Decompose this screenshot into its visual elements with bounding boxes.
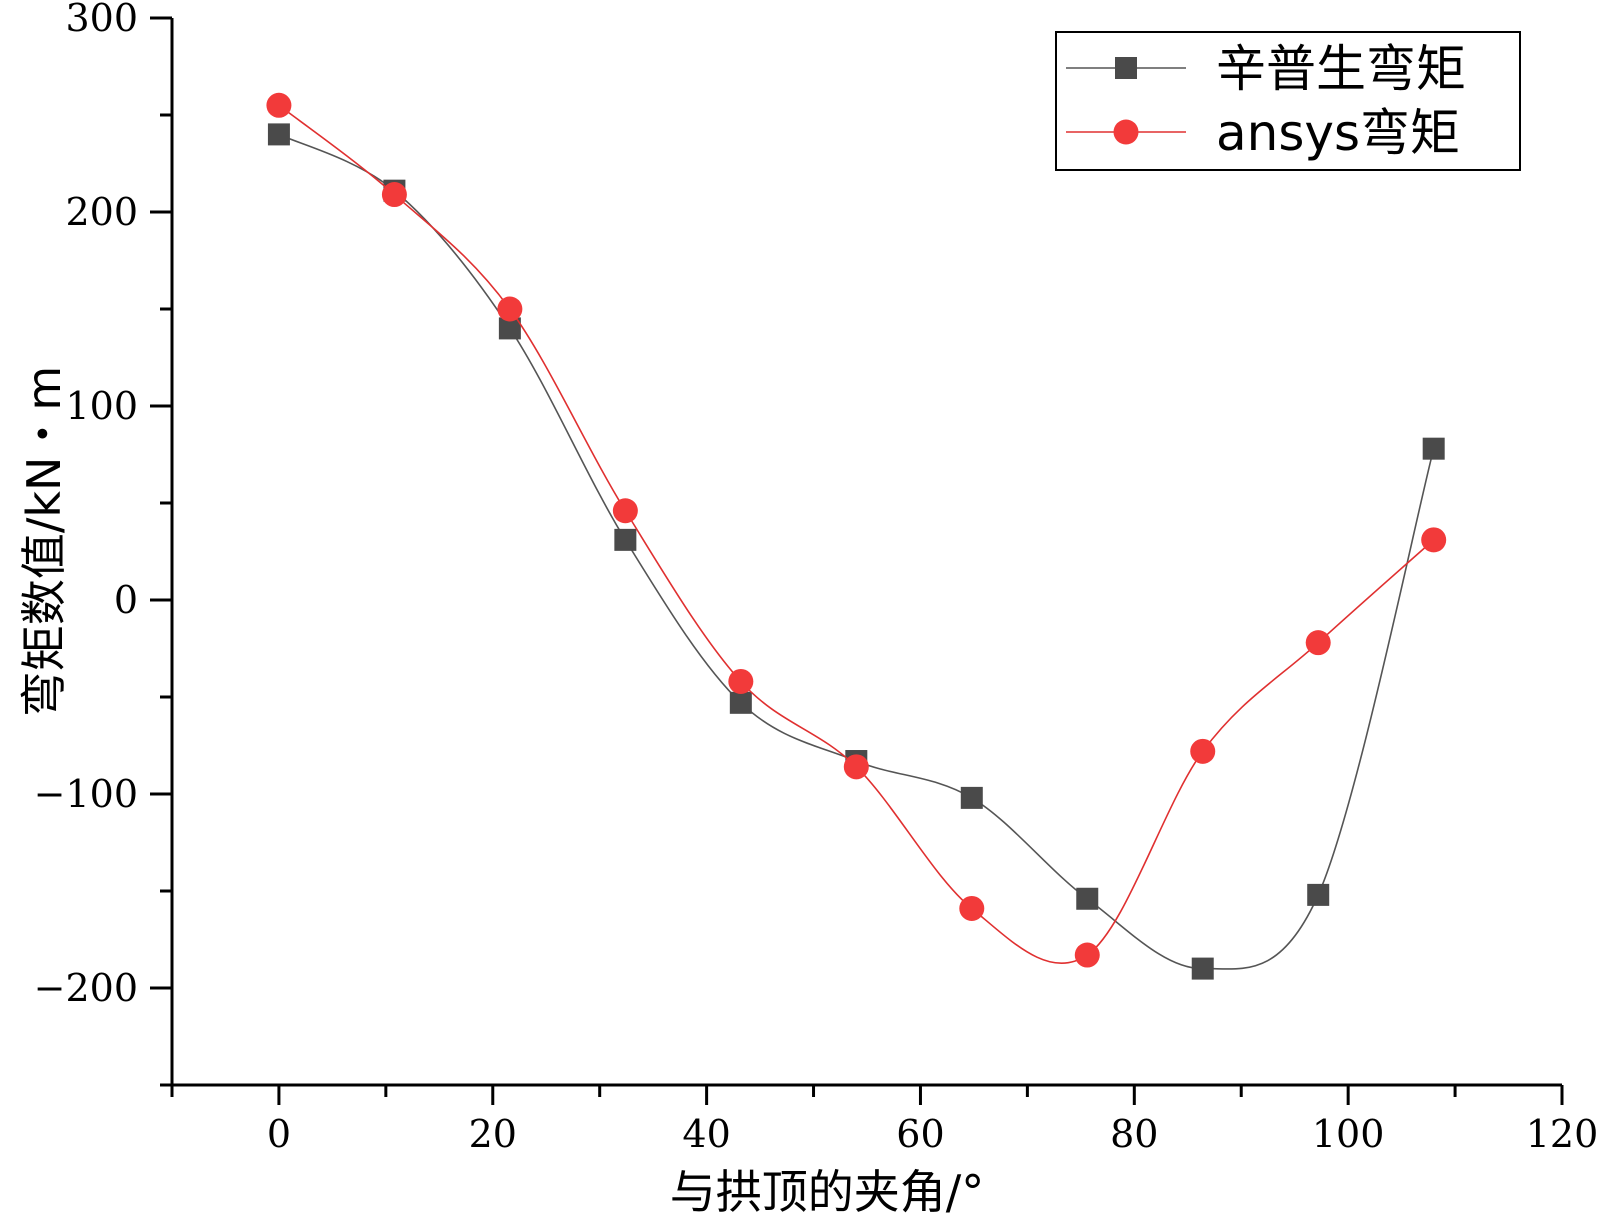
- legend-marker-square: [1115, 57, 1137, 79]
- data-point-square: [498, 317, 521, 340]
- data-point-square: [960, 786, 983, 809]
- legend: 辛普生弯矩 ansys弯矩: [1055, 31, 1521, 171]
- data-point-circle: [1074, 942, 1100, 968]
- legend-marker-circle: [1113, 119, 1139, 145]
- x-tick-label: 120: [1526, 1112, 1599, 1156]
- data-point-circle: [381, 182, 407, 208]
- data-point-circle: [1305, 630, 1331, 656]
- data-point-circle: [612, 498, 638, 524]
- y-tick-label: 100: [65, 384, 138, 428]
- axes: 0 20 40 60 80 100 120 300 200 100 0 −100 −200 与拱顶的夹角/…: [17, 0, 1598, 1219]
- x-tick-label: 20: [469, 1112, 517, 1156]
- x-tick-label: 40: [682, 1112, 730, 1156]
- data-point-square: [614, 528, 637, 551]
- data-point-circle: [266, 92, 292, 118]
- x-tick-label: 60: [896, 1112, 944, 1156]
- data-point-circle: [1190, 738, 1216, 764]
- legend-label-1: ansys弯矩: [1216, 104, 1460, 162]
- data-point-square: [1422, 437, 1445, 460]
- data-point-circle: [497, 296, 523, 322]
- data-point-square: [1076, 887, 1099, 910]
- y-axis-title: 弯矩数值/kN・m: [17, 366, 71, 717]
- x-tick-label: 0: [267, 1112, 291, 1156]
- data-point-circle: [843, 754, 869, 780]
- series-line-1: [278, 104, 1435, 965]
- x-tick-label: 80: [1110, 1112, 1158, 1156]
- plot-area: [266, 92, 1447, 980]
- y-tick-label: 0: [114, 578, 138, 622]
- data-point-circle: [728, 668, 754, 694]
- y-tick-label: 200: [65, 190, 138, 234]
- series-line-0: [278, 133, 1435, 970]
- legend-box: [1055, 31, 1521, 171]
- x-tick-label: 100: [1312, 1112, 1385, 1156]
- data-point-square: [1191, 957, 1214, 980]
- x-axis-title: 与拱顶的夹角/°: [670, 1165, 985, 1219]
- data-point-circle: [1421, 527, 1447, 553]
- y-tick-label: 300: [65, 0, 138, 40]
- legend-label-0: 辛普生弯矩: [1216, 40, 1466, 98]
- data-point-square: [267, 123, 290, 146]
- y-tick-label: −100: [34, 772, 138, 816]
- data-point-circle: [959, 895, 985, 921]
- data-point-square: [1307, 883, 1330, 906]
- data-point-square: [729, 691, 752, 714]
- y-tick-label: −200: [34, 966, 138, 1010]
